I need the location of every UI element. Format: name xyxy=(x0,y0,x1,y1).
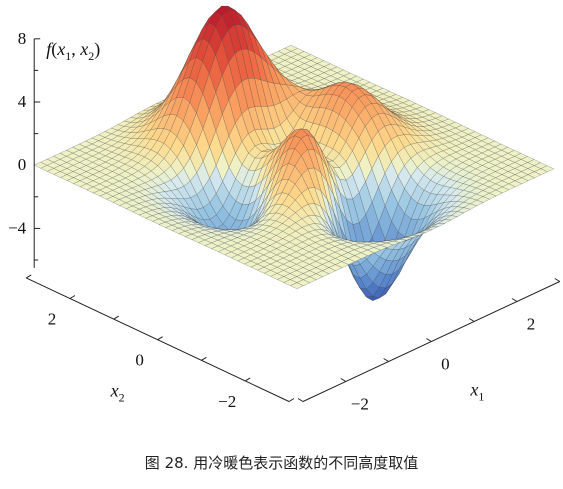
surface-facet xyxy=(290,282,304,290)
x2-axis-label: x2 xyxy=(110,381,125,405)
figure-caption: 图 28. 用冷暖色表示函数的不同高度取值 xyxy=(144,454,419,472)
x2-tick-label: 0 xyxy=(135,351,144,370)
x2-tick xyxy=(113,315,120,320)
axis-labels: −4 0 4 8 −2 0 2 x2 −2 0 2 x1 f(x1, x2) xyxy=(8,29,535,414)
x1-tick xyxy=(511,298,518,302)
x1-tick-label: 2 xyxy=(527,315,536,334)
x2-tick xyxy=(157,336,163,341)
x1-tick-label: 0 xyxy=(441,355,450,374)
x2-axis-line xyxy=(25,277,290,402)
z-axis-label: f(x1, x2) xyxy=(46,39,100,63)
z-tick-label: 0 xyxy=(18,155,27,174)
z-tick-label: 8 xyxy=(18,29,27,48)
x2-tick xyxy=(25,274,32,279)
z-tick-label: −4 xyxy=(8,218,27,237)
x1-axis-label: x1 xyxy=(469,380,484,404)
x2-tick xyxy=(69,295,76,299)
x2-tick xyxy=(288,398,295,402)
x1-tick xyxy=(297,398,304,402)
x1-tick-label: −2 xyxy=(351,395,369,414)
surface-chart: −4 0 4 8 −2 0 2 x2 −2 0 2 x1 f(x1, x2) xyxy=(8,5,561,414)
x2-tick-label: 2 xyxy=(48,310,57,329)
z-tick-label: 4 xyxy=(18,92,27,111)
axes xyxy=(25,38,561,402)
x2-tick xyxy=(244,377,251,382)
surface-mesh xyxy=(33,5,555,301)
x1-tick xyxy=(426,338,432,342)
x2-tick-label: −2 xyxy=(218,392,236,411)
x1-tick xyxy=(340,378,347,382)
x1-tick xyxy=(554,278,561,282)
x2-tick xyxy=(201,356,207,361)
x1-tick xyxy=(468,318,475,322)
x1-tick xyxy=(383,358,389,362)
